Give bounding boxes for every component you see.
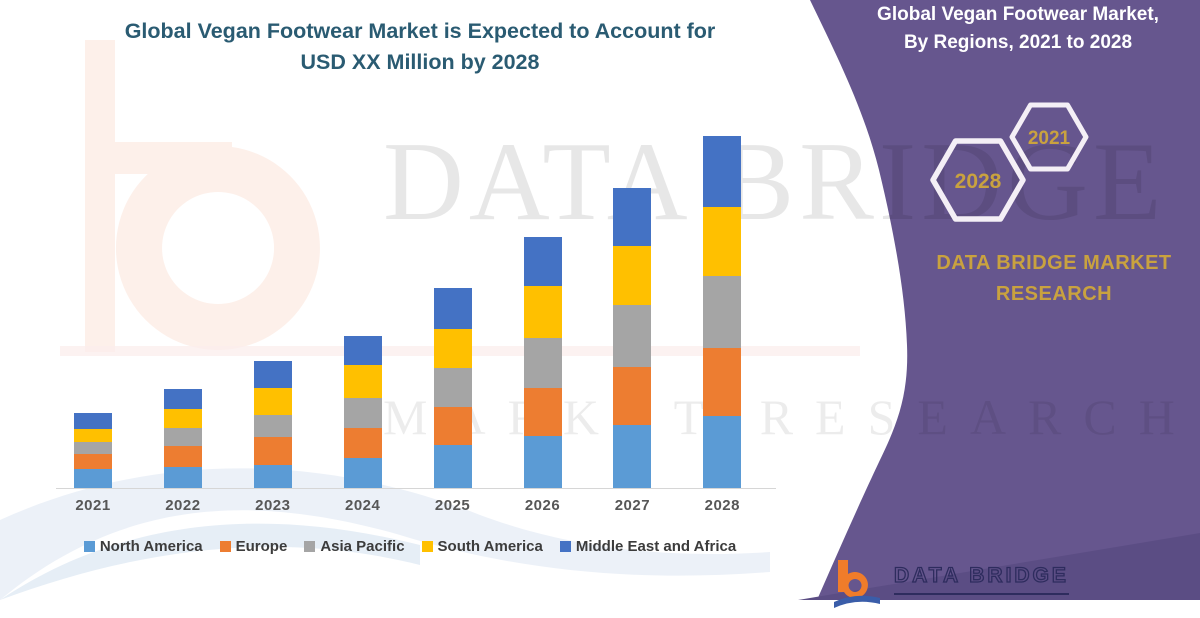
bar-segment-south-america-2027	[613, 246, 652, 305]
panel-purple-shape	[810, 0, 1200, 600]
bar-segment-north-america-2024	[343, 458, 382, 488]
bar-segment-asia-pacific-2025	[433, 368, 472, 407]
bar-segment-middle-east-and-africa-2027	[613, 188, 652, 246]
bar-segment-asia-pacific-2027	[613, 305, 652, 367]
bar-segment-europe-2025	[433, 407, 472, 445]
bar-segment-south-america-2024	[343, 365, 382, 398]
legend-swatch-icon	[83, 541, 95, 552]
bar-segment-asia-pacific-2023	[253, 415, 292, 437]
bar-2022	[163, 389, 202, 488]
bar-segment-north-america-2028	[703, 416, 742, 488]
bar-segment-europe-2023	[253, 437, 292, 465]
bar-segment-middle-east-and-africa-2022	[163, 389, 202, 409]
x-tick-2023: 2023	[255, 497, 291, 514]
x-tick-2024: 2024	[345, 497, 381, 514]
bar-2021	[74, 413, 112, 488]
bar-segment-asia-pacific-2021	[74, 442, 112, 454]
x-tick-2026: 2026	[524, 497, 561, 514]
bar-segment-south-america-2022	[163, 409, 202, 428]
x-tick-2027: 2027	[614, 497, 651, 514]
bar-segment-north-america-2023	[253, 465, 292, 488]
watermark-market-research: MARKET RESEARCH	[383, 389, 1197, 445]
legend-item-asia-pacific: Asia Pacific	[304, 538, 405, 555]
legend-swatch-icon	[304, 541, 316, 552]
bar-segment-europe-2022	[163, 446, 202, 467]
legend-swatch-icon	[421, 541, 433, 552]
bar-segment-north-america-2025	[433, 445, 472, 488]
bar-segment-europe-2024	[343, 428, 382, 458]
bar-segment-south-america-2023	[253, 388, 292, 415]
bar-segment-middle-east-and-africa-2028	[703, 136, 742, 207]
legend-label: Europe	[235, 538, 288, 555]
data-bridge-b-icon	[834, 560, 880, 608]
bar-segment-south-america-2026	[523, 286, 562, 338]
chart-title-line1: Global Vegan Footwear Market is Expected…	[124, 19, 716, 43]
chart-legend: North America Europe Asia Pacific South Ame…	[40, 538, 780, 555]
chart-title: Global Vegan Footwear Market is Expected…	[40, 16, 800, 78]
bar-segment-north-america-2027	[613, 425, 652, 488]
legend-swatch-icon	[219, 541, 231, 552]
bar-segment-asia-pacific-2024	[343, 398, 382, 428]
bar-segment-asia-pacific-2022	[163, 428, 202, 446]
bar-2025	[433, 288, 472, 488]
stacked-bar-chart: 2021 2022 2023 2024 2025 2026 2027 2028 North A…	[40, 136, 780, 555]
footer-brand-text: DATA BRIDGE	[893, 563, 1069, 595]
bar-segment-asia-pacific-2026	[523, 338, 562, 388]
panel-dark-wedge	[798, 533, 1200, 600]
bar-segment-north-america-2026	[523, 436, 562, 488]
x-tick-2022: 2022	[165, 497, 201, 514]
x-tick-2025: 2025	[434, 497, 471, 514]
bar-segment-europe-2021	[74, 454, 112, 469]
x-axis-line	[56, 488, 776, 489]
bar-2028	[703, 136, 742, 488]
legend-label: Middle East and Africa	[575, 538, 737, 555]
bar-segment-middle-east-and-africa-2021	[74, 413, 112, 429]
legend-label: South America	[437, 538, 543, 555]
side-panel-background	[798, 0, 1200, 600]
bar-segment-middle-east-and-africa-2023	[253, 361, 292, 388]
bar-segment-south-america-2021	[74, 429, 112, 442]
bar-segment-asia-pacific-2028	[703, 276, 742, 348]
bar-segment-middle-east-and-africa-2026	[523, 237, 562, 286]
bar-segment-europe-2026	[523, 388, 562, 436]
footer-logo: DATA BRIDGE	[834, 558, 1174, 618]
bar-segment-middle-east-and-africa-2025	[433, 288, 472, 329]
x-tick-2021: 2021	[75, 497, 111, 514]
legend-label: Asia Pacific	[320, 538, 405, 555]
bar-segment-south-america-2028	[703, 207, 742, 276]
legend-item-europe: Europe	[219, 538, 288, 555]
bar-2027	[613, 188, 652, 488]
bar-2023	[253, 361, 292, 488]
bar-segment-north-america-2021	[74, 469, 112, 488]
legend-swatch-icon	[559, 541, 571, 552]
bar-segment-north-america-2022	[163, 467, 202, 488]
chart-title-line2: USD XX Million by 2028	[300, 50, 540, 74]
bar-2024	[343, 336, 382, 488]
x-tick-2028: 2028	[704, 497, 740, 514]
bar-segment-south-america-2025	[433, 329, 472, 368]
legend-item-south-america: South America	[421, 538, 543, 555]
legend-item-north-america: North America	[83, 538, 203, 555]
legend-label: North America	[99, 538, 203, 555]
bar-segment-europe-2027	[613, 367, 652, 425]
bar-2026	[523, 237, 562, 488]
bar-segment-middle-east-and-africa-2024	[343, 336, 382, 365]
bar-segment-europe-2028	[703, 348, 742, 416]
legend-item-middle-east-and-africa: Middle East and Africa	[559, 538, 737, 555]
